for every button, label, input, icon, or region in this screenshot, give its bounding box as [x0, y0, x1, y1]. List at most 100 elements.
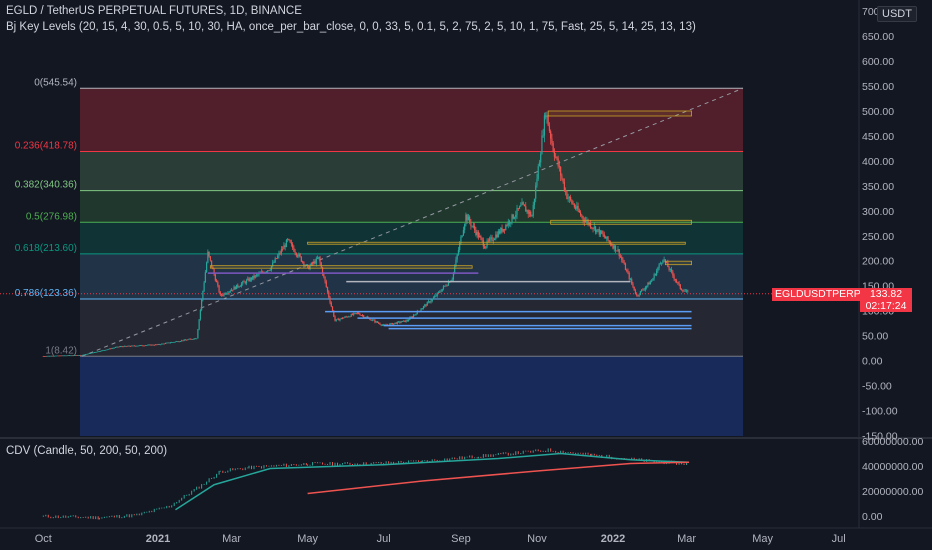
candle [510, 222, 512, 224]
candle [440, 291, 442, 293]
candle [199, 309, 201, 320]
candle [331, 306, 334, 311]
time-axis-tick: Mar [677, 533, 696, 545]
candle [464, 224, 466, 231]
candle [677, 282, 679, 284]
candle [571, 199, 573, 204]
candle [643, 289, 645, 291]
candle [139, 345, 142, 346]
candle [85, 354, 87, 355]
candle [105, 349, 107, 351]
candle [425, 304, 427, 306]
candle [379, 323, 381, 325]
candle [551, 138, 553, 144]
candle [298, 254, 300, 257]
candle [70, 355, 72, 357]
candle [83, 354, 86, 356]
candle [442, 286, 445, 289]
candle [144, 345, 147, 347]
candle [654, 274, 656, 276]
candle [597, 229, 599, 230]
candle [371, 319, 374, 321]
candle [278, 252, 280, 256]
candle [163, 343, 165, 345]
candle [553, 151, 556, 157]
candle [476, 231, 478, 235]
candle [531, 215, 533, 217]
candle [358, 312, 360, 315]
candle [272, 262, 274, 267]
candle [631, 279, 633, 284]
candle [441, 288, 443, 292]
fib-level-label: 0(545.54) [34, 77, 77, 88]
candle [252, 275, 254, 280]
candle [50, 355, 52, 357]
candle [239, 286, 241, 287]
candle [662, 260, 664, 263]
candle [373, 319, 375, 321]
candle [462, 230, 465, 236]
candle [73, 355, 76, 356]
fib-zone-4 [80, 253, 743, 299]
candle [178, 341, 180, 343]
candle [508, 221, 511, 224]
candle [292, 243, 294, 248]
candle [136, 345, 138, 347]
candle [229, 291, 231, 292]
candle [122, 346, 124, 348]
price-axis-tick: 600.00 [862, 56, 894, 68]
candle [390, 323, 392, 324]
candle [110, 348, 112, 350]
candle [265, 271, 268, 273]
candle [447, 282, 450, 286]
candle [116, 346, 118, 348]
fib-level-label: 0.5(276.98) [26, 211, 77, 222]
candle [103, 349, 105, 351]
indicator-label: Bj Key Levels (20, 15, 4, 30, 0.5, 5, 10… [6, 21, 696, 33]
candle [501, 227, 503, 232]
candle [481, 237, 483, 241]
candle [156, 344, 158, 346]
candle [490, 237, 492, 239]
candle [227, 293, 229, 294]
candle [249, 277, 251, 282]
candle [639, 290, 642, 295]
candle [243, 281, 245, 283]
candle [533, 198, 536, 205]
time-axis-tick: Sep [451, 533, 471, 545]
candle [201, 299, 203, 310]
candle [58, 355, 61, 357]
candle [493, 238, 496, 240]
candle [297, 255, 299, 257]
candle [517, 208, 519, 209]
fib-zone-extension [80, 356, 743, 436]
candle [121, 346, 123, 348]
candle [219, 292, 221, 295]
candle [78, 355, 81, 356]
candle [563, 181, 565, 191]
candle [592, 228, 594, 229]
candle [354, 312, 356, 314]
currency-selector[interactable]: USDT [877, 6, 917, 22]
candle [658, 264, 660, 268]
candle [359, 314, 361, 316]
candle [506, 225, 508, 226]
candle [93, 352, 96, 353]
candle [222, 295, 224, 297]
candle [192, 339, 194, 340]
candle [316, 258, 319, 260]
candle [543, 115, 546, 136]
fib-level-label: 0.236(418.78) [15, 141, 77, 152]
cdv-axis-tick: 60000000.00 [862, 436, 923, 448]
candle [623, 262, 625, 264]
cdv-indicator-label: CDV (Candle, 50, 200, 50, 200) [6, 445, 168, 457]
candle [213, 269, 215, 275]
candle [132, 345, 134, 347]
candle [134, 345, 137, 347]
candle [86, 353, 88, 355]
candle [652, 278, 654, 281]
candle [158, 344, 160, 345]
candle [472, 225, 474, 227]
candle [454, 266, 456, 273]
